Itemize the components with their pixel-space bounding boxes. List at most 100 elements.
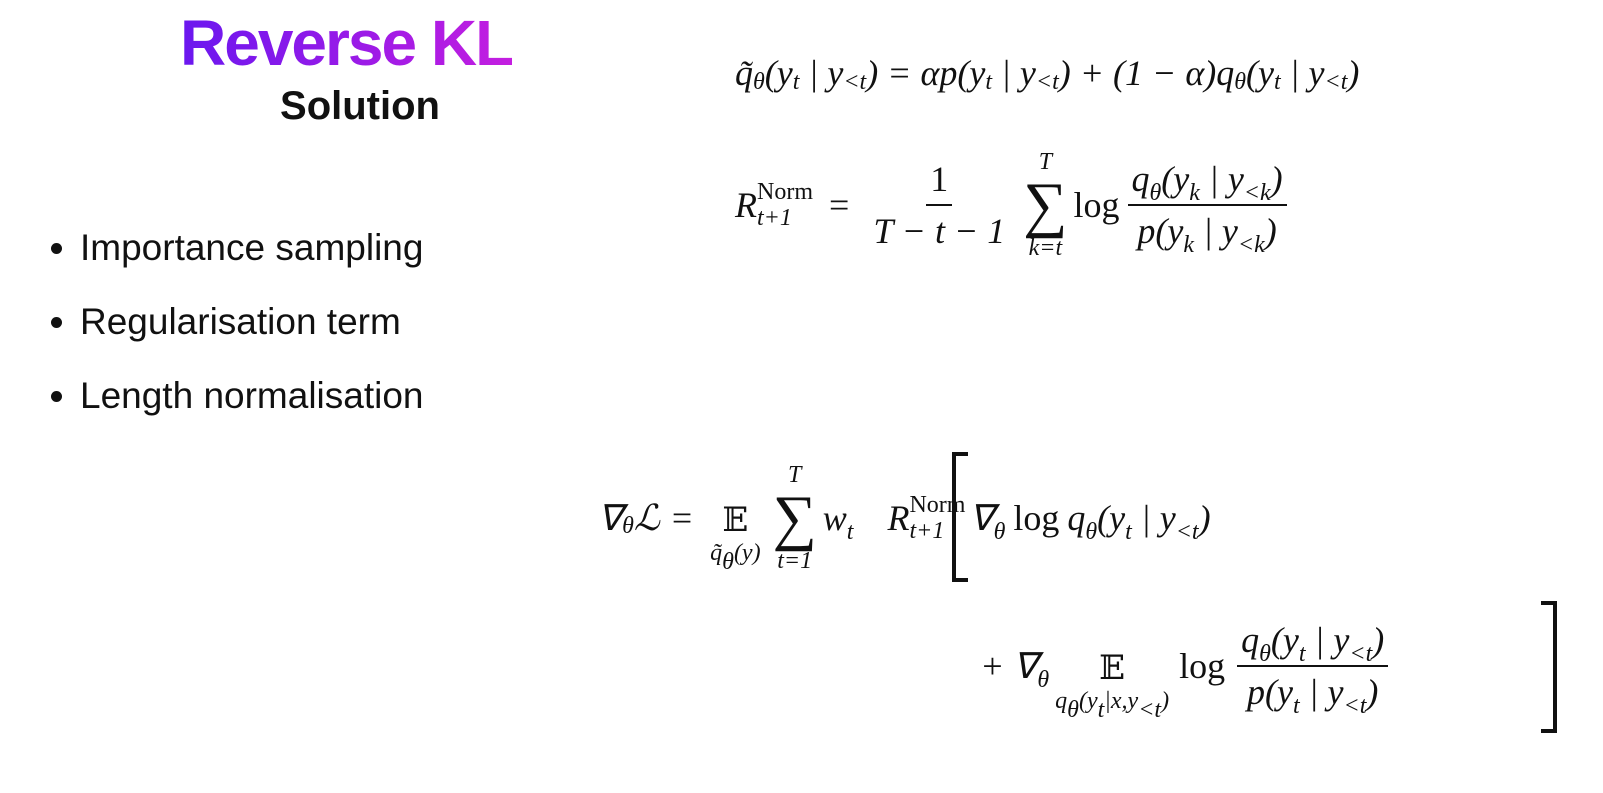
- left-bracket: [952, 452, 968, 582]
- math-token: (y: [1097, 497, 1126, 538]
- math-token: k: [1183, 232, 1195, 258]
- math-token: ∑: [772, 483, 817, 552]
- math-token: t: [792, 68, 800, 95]
- math-token: <t: [1175, 518, 1199, 545]
- math-token: (y: [764, 53, 793, 93]
- math-token: =: [671, 497, 693, 538]
- math-token: q: [1131, 159, 1150, 199]
- math-group: T ∑ k=t: [1023, 149, 1067, 261]
- math-token: q: [1241, 619, 1260, 660]
- math-token: θ: [1259, 640, 1271, 667]
- math-token: q̃: [710, 539, 723, 566]
- math-group: Norm t+1: [757, 179, 813, 231]
- math-token: q: [1055, 687, 1068, 714]
- math-token: θ: [1085, 518, 1098, 545]
- math-token: 𝔼: [1099, 647, 1126, 688]
- math-token: <t: [1349, 640, 1373, 667]
- bullet-list: Importance sampling Regularisation term …: [40, 222, 424, 444]
- math-token: T − t − 1: [873, 211, 1006, 251]
- math-token: <k: [1243, 180, 1271, 206]
- math-token: ) + (1 − α)q: [1058, 53, 1235, 93]
- math-token: + ∇: [980, 645, 1038, 686]
- math-group: + ∇θ: [980, 645, 1049, 693]
- math-token: ): [1161, 687, 1170, 714]
- math-token: ): [1347, 53, 1360, 93]
- math-token: | y: [1305, 619, 1350, 660]
- math-token: ) = αp(y: [866, 53, 986, 93]
- math-token: k: [1189, 180, 1200, 206]
- math-token: ℒ: [633, 497, 660, 538]
- math-token: ∇: [969, 497, 994, 538]
- math-token: θ: [753, 68, 765, 95]
- math-token: t: [985, 68, 993, 95]
- math-group: qθ(yt | y<t): [1067, 497, 1210, 545]
- math-group: qθ(yt|x,y<t): [1055, 687, 1170, 723]
- math-group: qθ(yt | y<t): [1237, 619, 1389, 667]
- math-token: T: [1038, 149, 1053, 175]
- math-token: (y: [1270, 619, 1299, 660]
- math-token: | y: [1299, 671, 1344, 712]
- math-token: θ: [722, 548, 734, 575]
- math-group: 1 T − t − 1: [869, 158, 1009, 252]
- math-token: <k: [1237, 232, 1265, 258]
- math-group: ∇θ: [969, 497, 1005, 545]
- math-token: (y: [1161, 159, 1190, 199]
- math-token: Norm: [909, 491, 966, 518]
- math-token: k=t: [1028, 235, 1063, 261]
- math-token: w: [822, 497, 847, 538]
- math-group: p(yt | y<t): [1243, 667, 1382, 719]
- math-token: q̃: [735, 53, 753, 93]
- math-token: t+1: [909, 517, 945, 544]
- math-group: Norm t+1: [909, 492, 965, 544]
- right-bracket: [1541, 601, 1557, 733]
- math-token: <t: [1343, 692, 1367, 719]
- math-group: T ∑ t=1: [773, 462, 817, 574]
- math-group: qθ(yt | y<t) p(yt | y<t): [1237, 619, 1389, 719]
- math-token: ): [1366, 671, 1379, 712]
- math-token: ): [1264, 211, 1277, 251]
- math-token: t: [1292, 692, 1300, 719]
- math-token: q: [1067, 497, 1086, 538]
- math-token: t+1: [757, 205, 792, 231]
- math-token: | y: [1131, 497, 1176, 538]
- math-token: ): [1270, 159, 1283, 199]
- math-token: θ: [1037, 666, 1050, 693]
- math-token: | y: [1280, 53, 1325, 93]
- subtitle: Solution: [280, 84, 440, 128]
- math-group: wt: [822, 497, 854, 545]
- math-group: q̃θ(y): [710, 539, 761, 575]
- math-token: | y: [1194, 211, 1238, 251]
- math-token: <t: [1138, 696, 1162, 723]
- bullet: Importance sampling: [80, 222, 424, 274]
- math-token: ∇: [598, 497, 623, 538]
- math-token: <t: [843, 68, 867, 95]
- math-token: | y: [992, 53, 1036, 93]
- math-token: (y: [1078, 687, 1098, 714]
- math-token: T: [788, 461, 802, 488]
- math-group: qθ(yk | y<k) p(yk | y<k): [1127, 158, 1287, 258]
- math-token: t: [1298, 640, 1306, 667]
- math-token: log: [1013, 497, 1060, 538]
- math-token: θ: [993, 518, 1006, 545]
- math-token: R: [735, 185, 757, 225]
- math-token: ): [1372, 619, 1385, 660]
- math-token: θ: [622, 513, 634, 539]
- equation-mixture: q̃ θ (y t | y <t) = αp(y t | y <t) + (1 − α)q θ…: [735, 52, 1360, 95]
- math-token: θ: [1234, 68, 1247, 95]
- math-token: Norm: [757, 179, 813, 205]
- title: Reverse KL: [180, 7, 514, 79]
- math-token: =: [829, 185, 850, 225]
- math-token: (y): [733, 539, 761, 566]
- math-token: θ: [1067, 696, 1079, 723]
- math-token: t: [1097, 696, 1105, 723]
- math-token: 𝔼: [722, 499, 749, 540]
- math-token: (y: [1246, 53, 1274, 93]
- math-token: p(y: [1246, 671, 1293, 712]
- math-token: R: [887, 497, 910, 538]
- math-group: p(yk | y<k): [1133, 206, 1280, 258]
